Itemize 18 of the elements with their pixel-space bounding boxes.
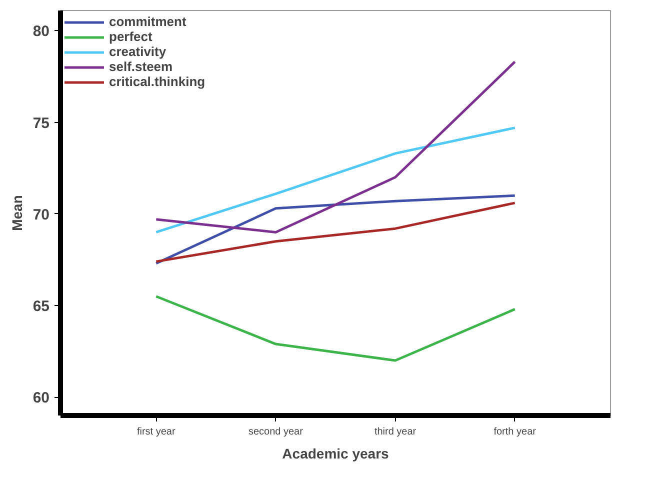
y-tick-label: 80: [32, 23, 50, 40]
legend-label: creativity: [109, 44, 166, 59]
y-axis-title: Mean: [8, 195, 25, 231]
legend-label: commitment: [109, 14, 186, 29]
x-tick-label: forth year: [494, 426, 537, 438]
legend-label: perfect: [109, 29, 152, 44]
y-tick-label: 60: [32, 390, 50, 407]
legend-label: self.steem: [109, 59, 173, 74]
y-tick-label: 75: [32, 114, 50, 132]
x-tick-label: second year: [248, 426, 304, 438]
line-series: [154, 295, 516, 362]
y-tick-label: 70: [32, 206, 50, 224]
x-tick-label: first year: [136, 426, 176, 438]
x-tick-label: third year: [374, 426, 417, 438]
x-axis-title: Academic years: [282, 446, 390, 462]
y-tick-label: 65: [32, 298, 50, 316]
legend-label: critical.thinking: [109, 74, 206, 89]
line-series: [154, 126, 516, 234]
